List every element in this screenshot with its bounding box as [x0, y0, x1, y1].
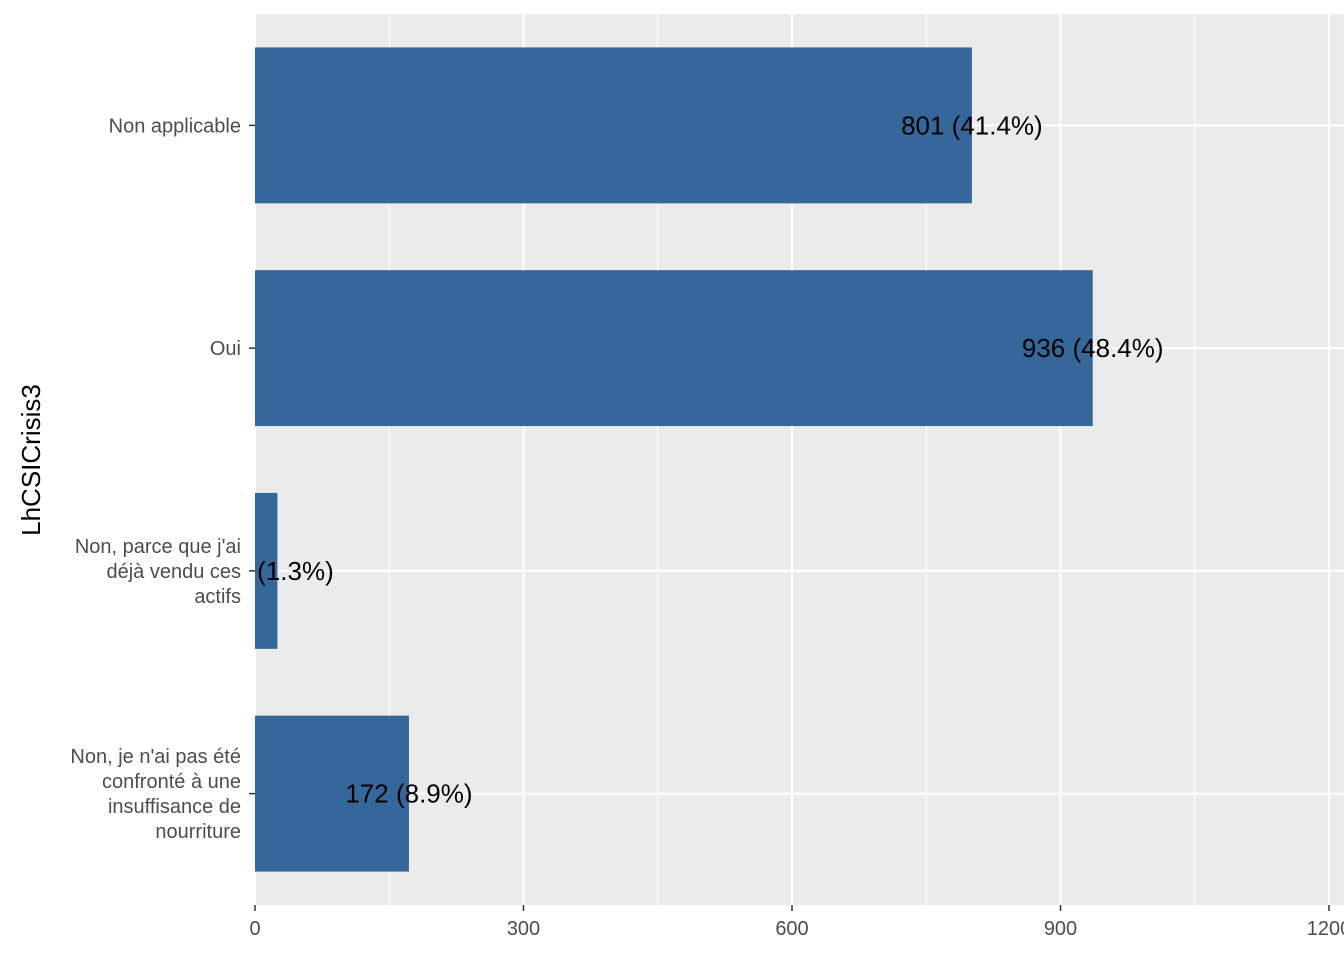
x-tick-label: 300	[507, 918, 540, 940]
x-tick-label: 1200	[1307, 918, 1344, 940]
bar	[255, 492, 278, 649]
data-label: 801 (41.4%)	[901, 110, 1043, 140]
data-label: 936 (48.4%)	[1022, 333, 1164, 363]
data-label: 25 (1.3%)	[221, 556, 334, 586]
bar	[255, 270, 1093, 427]
y-axis-title: LhCSICrisis3	[16, 384, 46, 536]
y-tick-label: Oui	[210, 338, 241, 360]
y-tick-label: Non, je n'ai pas été confronté à une insuf…	[70, 746, 241, 843]
plot-area: 801 (41.4%) 936 (48.4%) 25 (1.3%) 172 (8.9%…	[221, 47, 1164, 872]
bar	[255, 47, 972, 204]
x-tick-label: 0	[249, 918, 260, 940]
x-tick-label: 600	[775, 918, 808, 940]
y-tick-label: Non applicable	[109, 115, 241, 137]
data-label: 172 (8.9%)	[345, 779, 472, 809]
y-tick-label: Non, parce que j'ai déjà vendu ces actifs	[75, 536, 241, 608]
bar	[255, 715, 409, 872]
x-tick-label: 900	[1044, 918, 1077, 940]
